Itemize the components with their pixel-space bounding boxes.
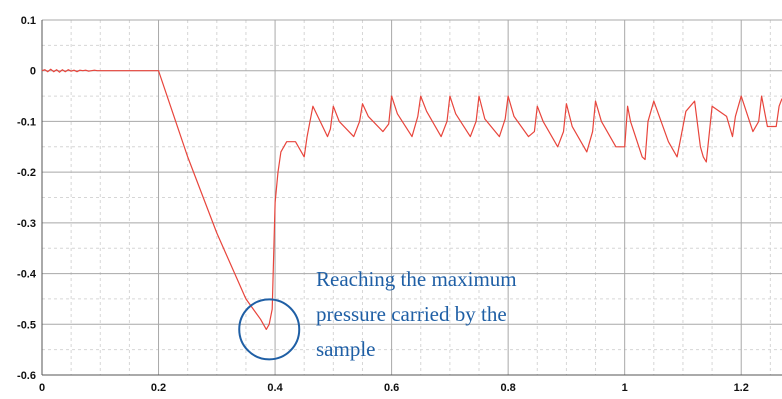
- y-tick-label: -0.2: [17, 167, 36, 179]
- plot-background: [42, 20, 782, 375]
- y-tick-label: -0.6: [17, 370, 36, 382]
- y-tick-label: -0.5: [17, 319, 36, 331]
- y-tick-label: 0: [30, 66, 36, 78]
- y-tick-label: -0.3: [17, 218, 36, 230]
- annotation-line-2: pressure carried by the: [316, 302, 507, 326]
- y-tick-label: 0.1: [21, 15, 36, 27]
- series-layer: [41, 68, 782, 330]
- x-tick-label: 0.2: [151, 382, 166, 394]
- x-tick-label: 0.8: [500, 382, 515, 394]
- annotation-line-3: sample: [316, 337, 375, 361]
- axes: 0 0.2 0.4 0.6 0.8 1 1.2 0.1 0 -0.1 -0.2 -0.3 -0.4 -0.…: [17, 15, 782, 394]
- x-tick-label: 1.2: [734, 382, 749, 394]
- annotation-circle: [238, 298, 301, 361]
- x-tick-label: 0.4: [267, 382, 283, 394]
- x-tick-label: 0.6: [384, 382, 399, 394]
- grid: [41, 19, 782, 376]
- y-tick-label: -0.4: [17, 269, 37, 281]
- annotation: Reaching the maximum pressure carried by…: [238, 267, 517, 361]
- x-tick-label: 1: [622, 382, 628, 394]
- series-line: [41, 68, 782, 330]
- x-tick-label: 0: [39, 382, 45, 394]
- annotation-line-1: Reaching the maximum: [316, 267, 517, 291]
- y-tick-label: -0.1: [17, 116, 36, 128]
